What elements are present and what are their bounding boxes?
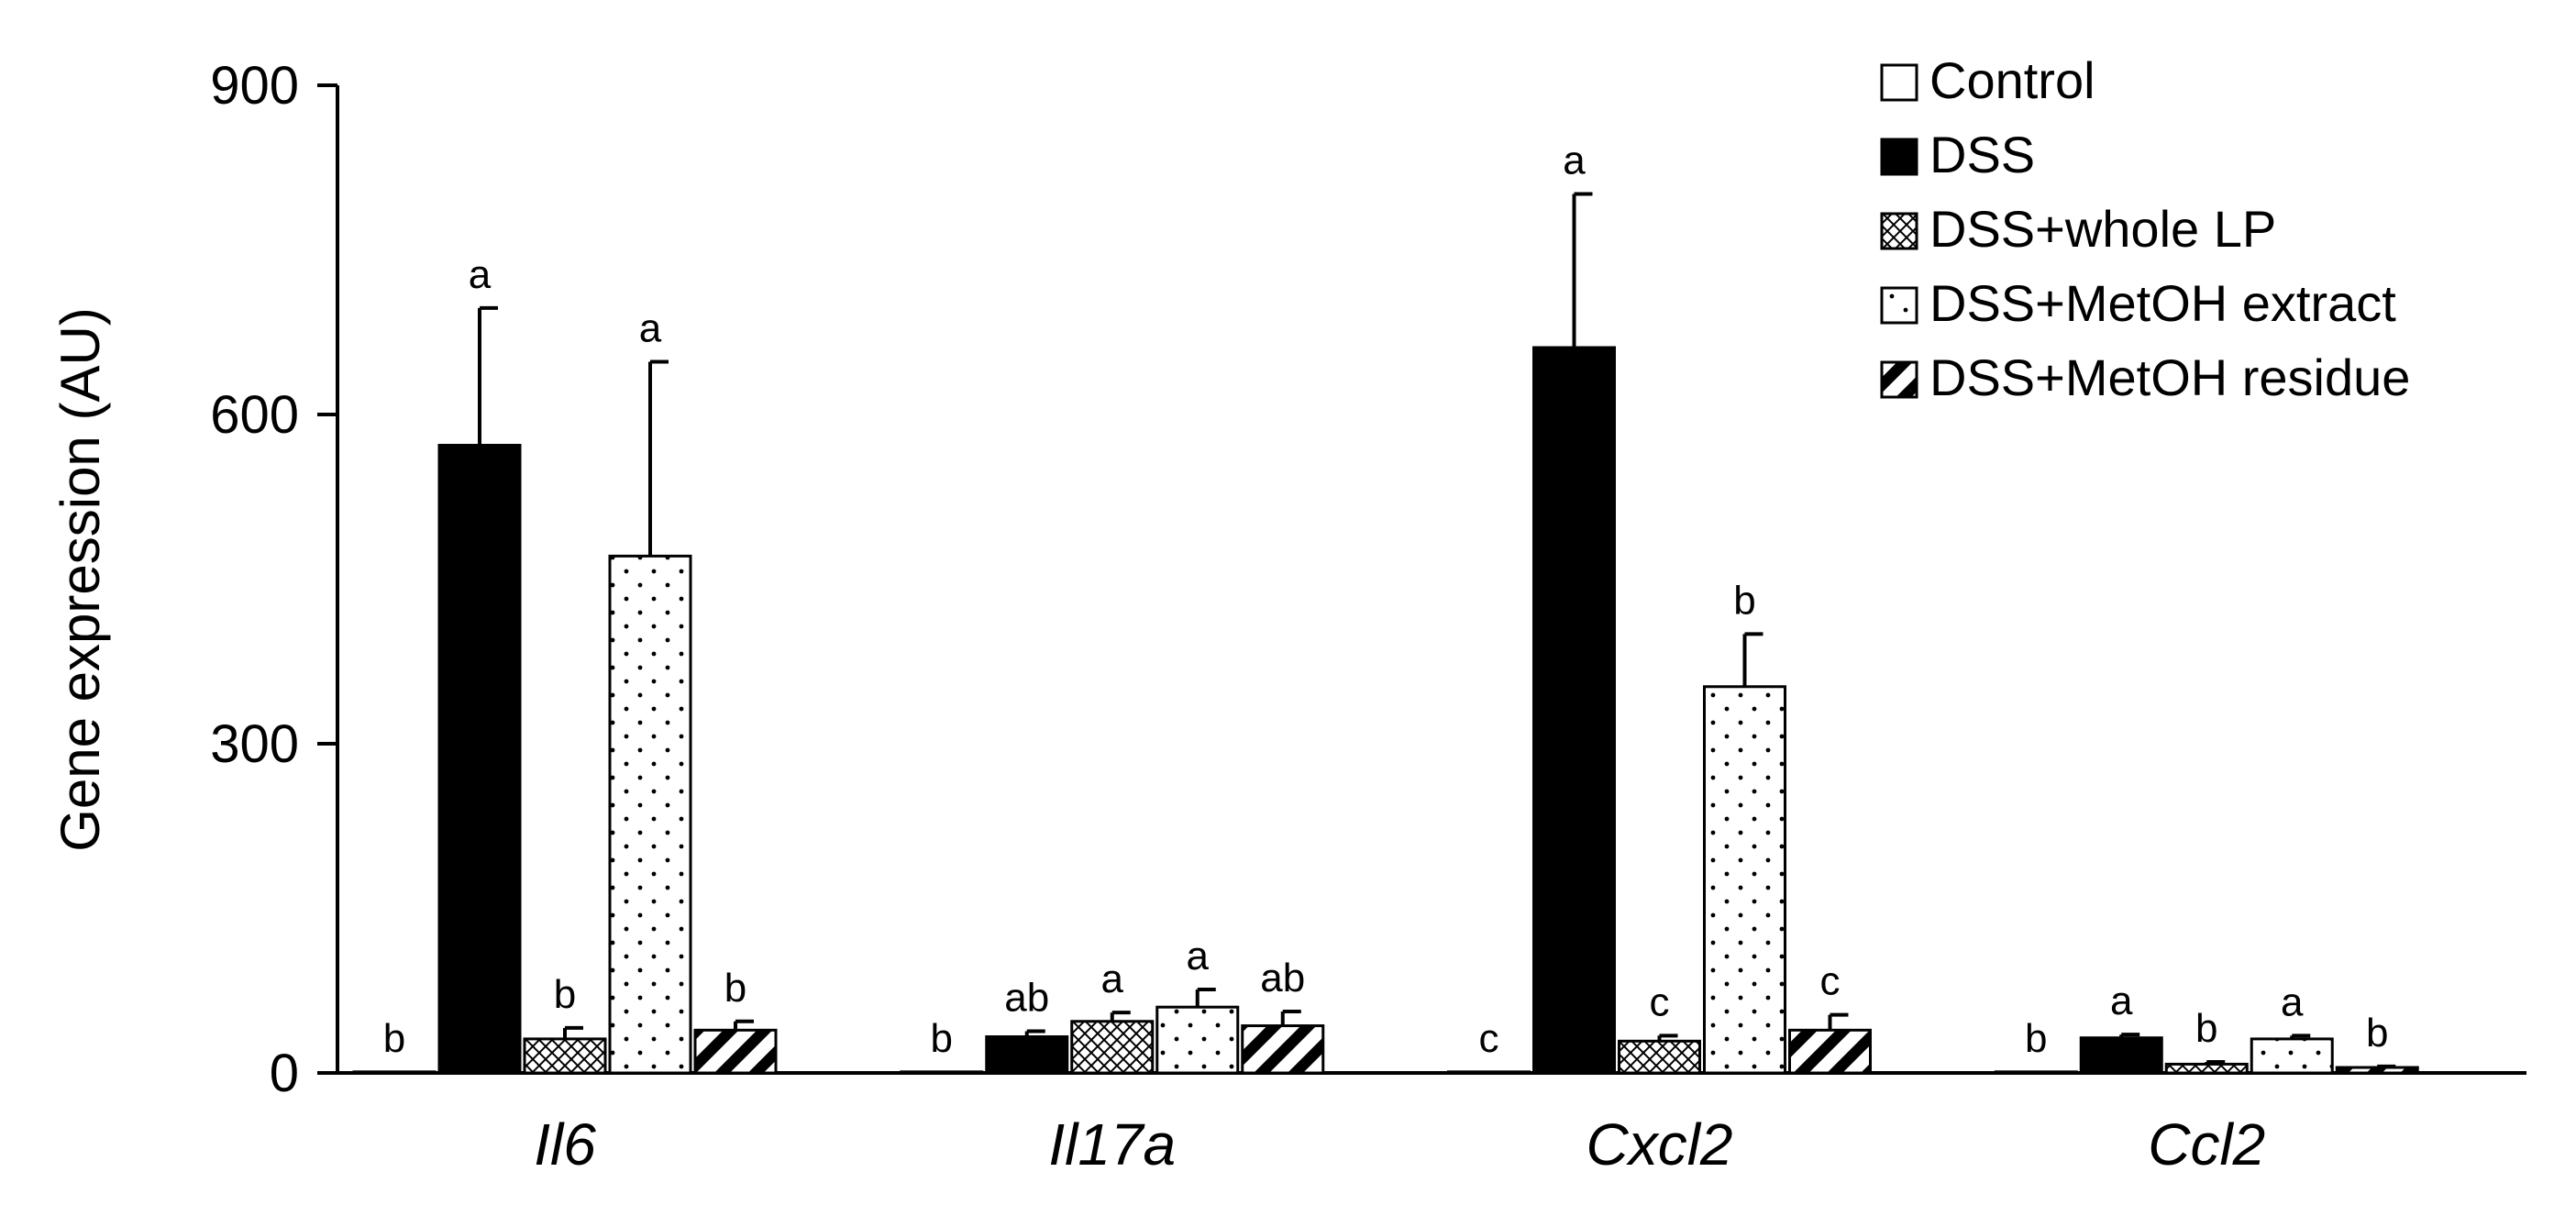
legend-swatch: [1880, 212, 1918, 250]
legend-label: DSS: [1929, 126, 2035, 183]
bar-dss-metoh-extract-cxcl2: [1703, 685, 1786, 1075]
bars: [352, 192, 2419, 1075]
significance-label: b: [931, 1016, 953, 1061]
x-category-label: Ccl2: [2148, 1111, 2265, 1177]
bar-dss-metoh-residue-il17a: [1241, 1024, 1325, 1075]
significance-label: b: [724, 966, 746, 1011]
y-tick-label: 300: [210, 714, 299, 774]
significance-label: a: [469, 252, 492, 297]
significance-label: b: [2366, 1011, 2388, 1056]
bar-dss-il17a: [985, 1035, 1069, 1075]
significance-label: a: [2110, 978, 2133, 1023]
bar-dss-cxcl2: [1532, 346, 1616, 1075]
bar-dss-whole-lp-il17a: [1070, 1020, 1155, 1075]
significance-label: a: [1563, 138, 1586, 182]
legend-swatch: [1880, 138, 1918, 176]
y-tick-label: 600: [210, 385, 299, 445]
bar-control-ccl2: [1994, 1070, 2078, 1075]
legend-label: DSS+MetOH residue: [1929, 348, 2410, 406]
significance-label: c: [1650, 979, 1670, 1024]
legend-swatch: [1880, 286, 1918, 325]
bar-dss-metoh-extract-ccl2: [2250, 1037, 2334, 1075]
bar-control-il17a: [900, 1070, 984, 1075]
significance-label: c: [1479, 1016, 1499, 1061]
significance-label: a: [2281, 979, 2304, 1024]
legend-label: DSS+whole LP: [1929, 200, 2276, 258]
bar-dss-metoh-residue-il6: [693, 1028, 778, 1075]
bar-control-cxcl2: [1447, 1070, 1531, 1075]
legend-label: Control: [1929, 51, 2095, 109]
y-tick-label: 900: [210, 56, 299, 116]
bar-dss-whole-lp-ccl2: [2164, 1062, 2249, 1075]
significance-label: b: [1733, 578, 1755, 623]
y-tick-label: 0: [270, 1044, 299, 1103]
significance-label: a: [1101, 956, 1124, 1001]
legend-swatch: [1880, 63, 1918, 102]
significance-label: c: [1820, 959, 1841, 1004]
significance-label: b: [2195, 1006, 2217, 1051]
bar-dss-metoh-residue-cxcl2: [1788, 1028, 1872, 1075]
bar-dss-metoh-extract-il6: [608, 554, 692, 1075]
significance-label: ab: [1004, 976, 1049, 1021]
legend-label: DSS+MetOH extract: [1929, 274, 2396, 332]
significance-label: a: [639, 306, 662, 351]
legend-swatch: [1880, 360, 1918, 399]
bar-dss-metoh-extract-il17a: [1155, 1005, 1240, 1075]
bar-dss-whole-lp-il6: [523, 1037, 607, 1075]
significance-label: a: [1187, 934, 1210, 978]
x-category-label: Il17a: [1048, 1111, 1176, 1177]
bar-dss-ccl2: [2079, 1036, 2163, 1075]
y-axis-title: Gene expression (AU): [50, 307, 111, 852]
significance-label: b: [2025, 1016, 2047, 1061]
legend: Control DSS DSS+whole LP DSS+MetOH extract D…: [1880, 51, 2410, 406]
bar-dss-metoh-residue-ccl2: [2335, 1066, 2419, 1075]
x-category-label: Il6: [534, 1111, 596, 1177]
bar-control-il6: [352, 1070, 437, 1075]
bar-dss-il6: [437, 444, 522, 1075]
axes: 0 300 600 900 Il6 Il17a Cxcl2 Ccl2: [210, 56, 2526, 1177]
bar-dss-whole-lp-cxcl2: [1618, 1039, 1701, 1075]
significance-label: b: [383, 1016, 405, 1061]
x-category-label: Cxcl2: [1586, 1111, 1732, 1177]
significance-label: b: [554, 972, 576, 1017]
significance-label: ab: [1260, 956, 1305, 1000]
